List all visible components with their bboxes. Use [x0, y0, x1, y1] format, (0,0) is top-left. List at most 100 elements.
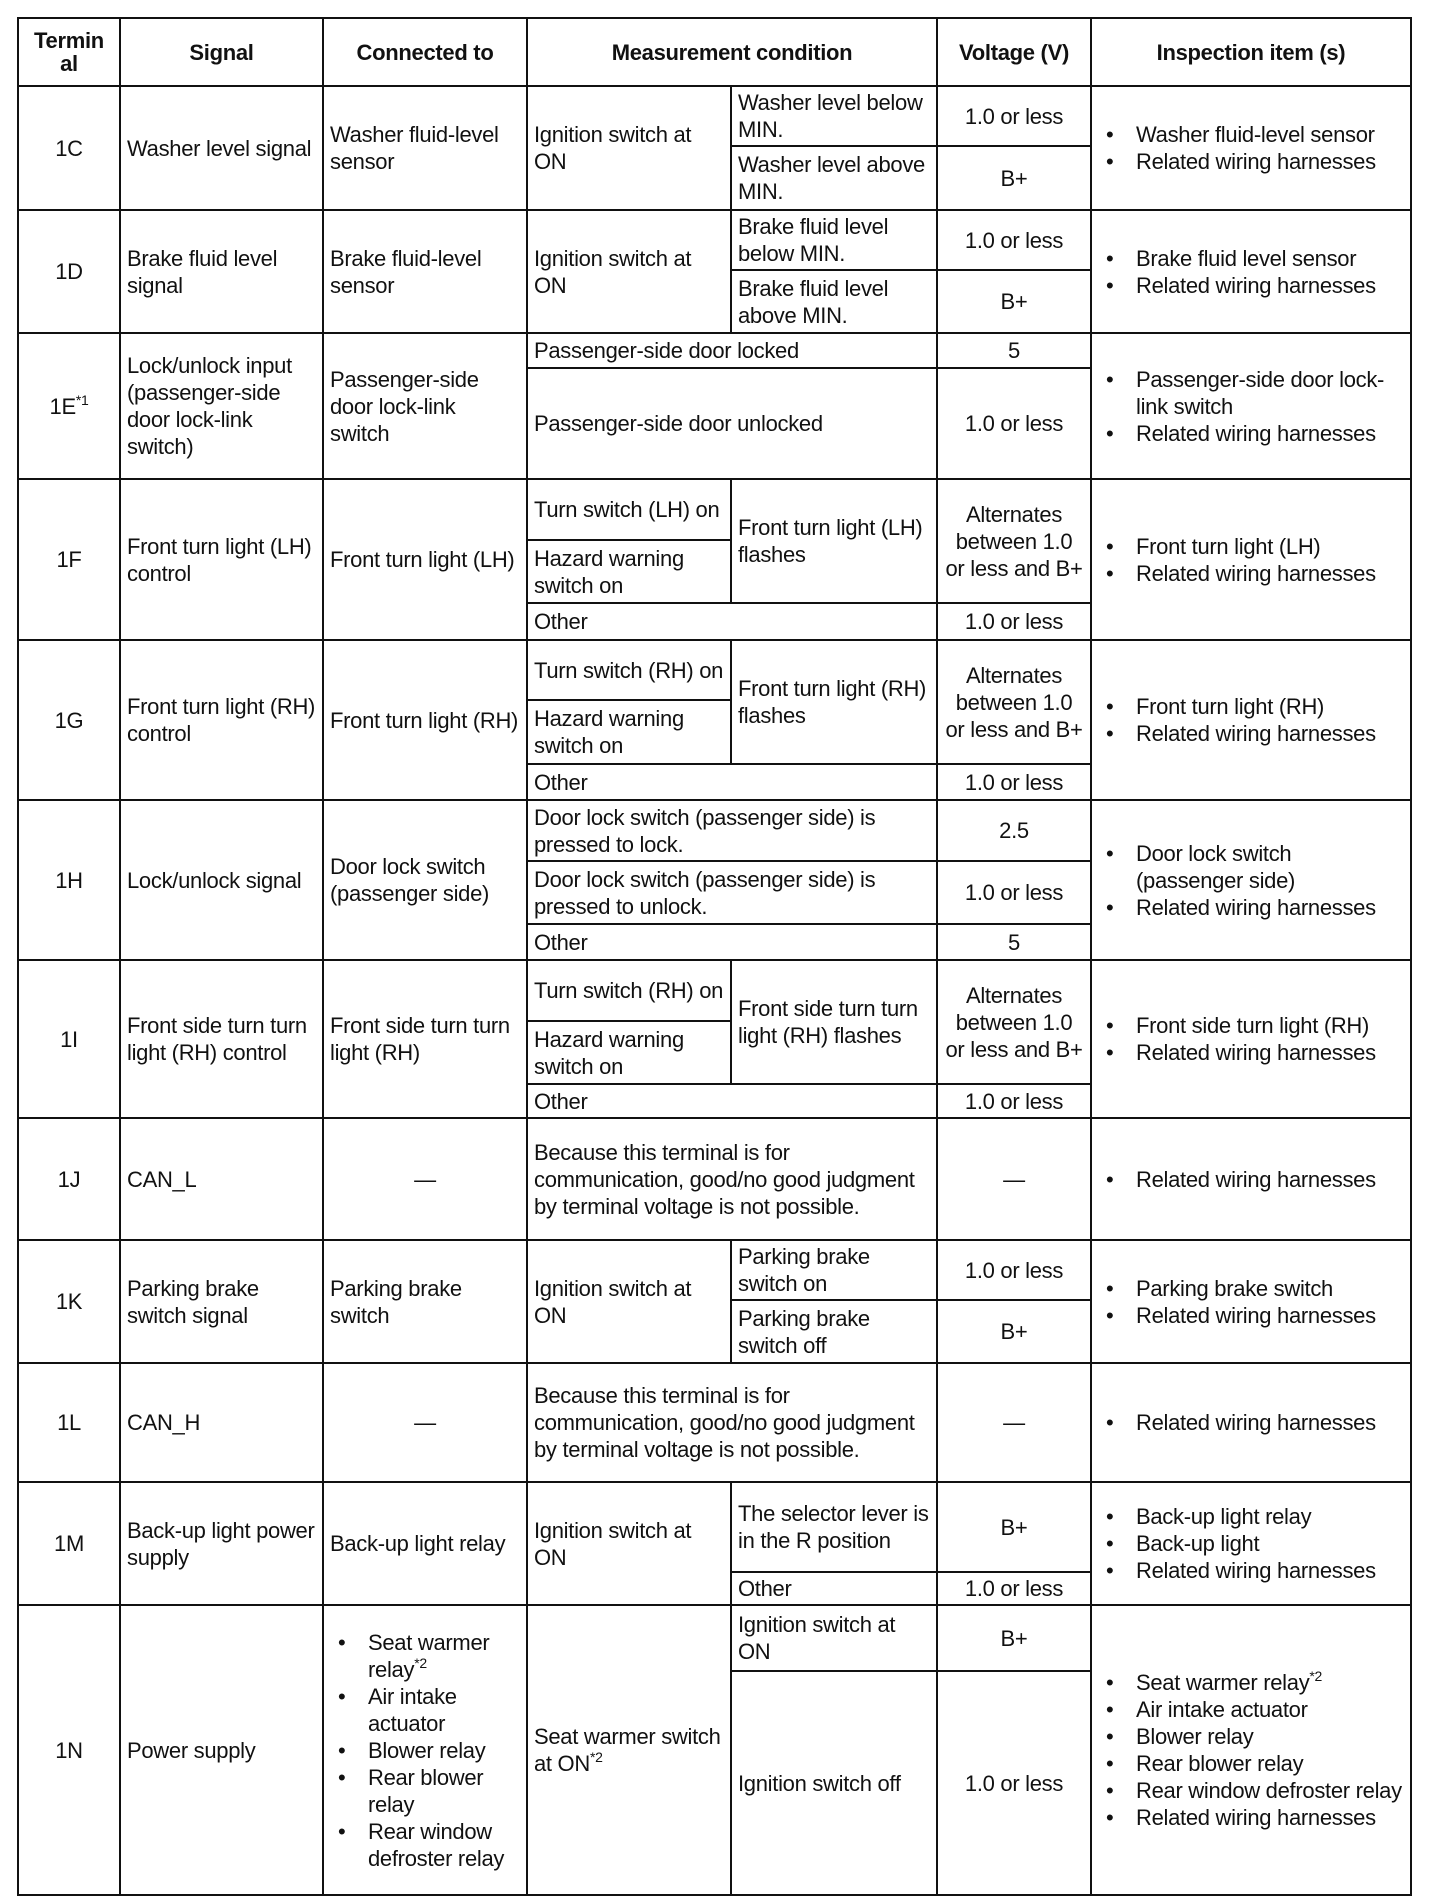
cell-text: CAN_H: [127, 1410, 201, 1435]
table-cell: 1M: [17, 1481, 121, 1606]
table-cell: Passenger-side door locked: [526, 332, 938, 369]
table-cell: Alternates between 1.0 or less and B+: [936, 639, 1092, 765]
list-item-text: Washer fluid-level sensor: [1136, 122, 1375, 147]
table-row: Other 1.0 or less: [18, 763, 1411, 801]
cell-text: Brake fluid level below MIN.: [738, 214, 889, 266]
list-item-text: Related wiring harnesses: [1136, 272, 1376, 298]
table-cell: The selector lever is in the R position: [730, 1481, 938, 1573]
list-item: Related wiring harnesses: [1106, 1409, 1404, 1436]
cell-text: 1M: [54, 1531, 84, 1556]
cell-text: Front side turn turn light (RH) control: [127, 1013, 307, 1065]
cell-text: Front turn light (RH): [330, 707, 519, 733]
terminal-inspection-table: Termin al Signal Connected to Measuremen…: [17, 17, 1412, 1896]
cell-text: 1.0 or less: [964, 1257, 1064, 1283]
table-cell: 1K: [17, 1239, 121, 1364]
cell-text: Power supply: [127, 1737, 256, 1763]
list-item-text: Rear window defroster relay: [1136, 1778, 1402, 1803]
table-cell: Washer level above MIN.: [730, 145, 938, 211]
table-row: 1M Back-up light power supply Back-up ligh…: [17, 1481, 1412, 1606]
table-row: Ignition switch off 1.0 or less: [18, 1670, 1411, 1896]
table-cell: 1D: [17, 209, 121, 334]
table-cell: Because this terminal is for communicati…: [526, 1117, 938, 1241]
cell-text: Ignition switch at ON: [738, 1612, 896, 1664]
cell-text: Brake fluid-level sensor: [330, 245, 482, 298]
table-cell: Door lock switch (passenger side)Related…: [1090, 799, 1412, 961]
table-cell: Parking brake switch off: [730, 1299, 938, 1364]
table-cell: 1.0 or less: [936, 1571, 1092, 1606]
list-item: Front turn light (RH): [1106, 693, 1404, 720]
cell-text: Ignition switch at ON: [534, 1517, 692, 1570]
table-cell: Washer fluid-level sensorRelated wiring …: [1090, 85, 1412, 211]
cell-text: Washer level signal: [127, 135, 312, 161]
table-row: 1H Lock/unlock signal Door lock switch (pa…: [17, 799, 1412, 961]
list-item-text: Rear blower relay: [1136, 1751, 1304, 1776]
bullet-list: Back-up light relayBack-up lightRelated …: [1098, 1503, 1404, 1584]
cell-text: 1.0 or less: [964, 609, 1064, 634]
list-item-text: Related wiring harnesses: [1136, 721, 1376, 746]
cell-text: 1H: [55, 867, 83, 893]
list-item: Air intake actuator: [1106, 1696, 1404, 1723]
table-cell: Lock/unlock signal: [119, 799, 324, 961]
table-row: 1C Washer level signal Washer fluid-level …: [17, 85, 1412, 211]
table-cell: Parking brake switch on: [730, 1239, 938, 1301]
table-cell: Other: [526, 923, 938, 961]
cell-text: Other: [534, 1088, 588, 1114]
table-cell: 1.0 or less: [936, 1670, 1092, 1896]
table-cell: Alternates between 1.0 or less and B+: [936, 478, 1092, 604]
cell-text: Alternates between 1.0 or less and B+: [945, 501, 1083, 581]
cell-text: Lock/unlock input (passenger-side door l…: [127, 353, 292, 459]
table-cell: Door lock switch (passenger side) is pre…: [526, 799, 938, 862]
table-cell: Washer level below MIN.: [730, 85, 938, 147]
list-item-text: Front side turn light (RH): [1136, 1013, 1370, 1038]
table-cell: Back-up light relayBack-up lightRelated …: [1090, 1481, 1412, 1606]
table-cell: Power supply: [119, 1604, 324, 1896]
list-item-text: Rear blower relay: [368, 1764, 484, 1817]
table-cell: CAN_L: [119, 1117, 324, 1241]
bullet-list: Door lock switch (passenger side)Related…: [1098, 840, 1404, 921]
list-item: Related wiring harnesses: [1106, 1804, 1404, 1831]
footnote-mark: *2: [1309, 1668, 1323, 1684]
cell-text: —: [1003, 1410, 1025, 1435]
table-row: 1I Front side turn turn light (RH) contro…: [17, 959, 1412, 1119]
list-item-text: Related wiring harnesses: [1136, 560, 1376, 586]
list-item: Air intake actuator: [338, 1683, 520, 1737]
list-item: Door lock switch (passenger side): [1106, 840, 1404, 894]
table-cell: Seat warmer relay*2Air intake actuatorBl…: [1090, 1604, 1412, 1896]
cell-text: Ignition switch at ON: [534, 1275, 692, 1328]
cell-text: 1I: [60, 1026, 78, 1052]
cell-text: 1.0 or less: [964, 411, 1064, 436]
list-item: Front side turn light (RH): [1106, 1012, 1404, 1039]
list-item: Related wiring harnesses: [1106, 1302, 1404, 1329]
list-item: Rear window defroster relay: [1106, 1777, 1404, 1804]
list-item: Blower relay: [338, 1737, 520, 1764]
cell-text: Front turn light (RH) flashes: [738, 676, 927, 728]
table-row: 1G Front turn light (RH) control Front tur…: [17, 639, 1412, 801]
table-cell: 1.0 or less: [936, 1239, 1092, 1301]
cell-text: Hazard warning switch on: [534, 706, 684, 758]
bullet-list: Front side turn light (RH)Related wiring…: [1098, 1012, 1404, 1066]
cell-text: 1.0 or less: [964, 103, 1064, 129]
cell-text: Washer level above MIN.: [738, 152, 925, 204]
list-item-text: Related wiring harnesses: [1136, 1410, 1376, 1435]
table-row: Other 1.0 or less: [18, 602, 1411, 641]
table-cell: Passenger-side door lock-link switchRela…: [1090, 332, 1412, 480]
table-cell: Other: [526, 1083, 938, 1119]
table-cell: Ignition switch at ON: [526, 209, 732, 334]
table-cell: 1.0 or less: [936, 602, 1092, 641]
list-item: Related wiring harnesses: [1106, 894, 1404, 921]
table-row: 1E*1 Lock/unlock input (passenger-side do…: [17, 332, 1412, 480]
table-cell: Brake fluid level signal: [119, 209, 324, 334]
list-item-text: Related wiring harnesses: [1136, 1040, 1376, 1065]
cell-text: B+: [1000, 1319, 1028, 1344]
table-cell: 1.0 or less: [936, 763, 1092, 801]
list-item: Back-up light: [1106, 1530, 1404, 1557]
table-cell: Related wiring harnesses: [1090, 1362, 1412, 1483]
header-connected-to: Connected to: [322, 17, 528, 87]
cell-text: Front turn light (LH) flashes: [738, 515, 923, 567]
table-cell: Turn switch (LH) on: [526, 478, 732, 541]
table-cell: Passenger-side door unlocked: [526, 367, 938, 480]
table-cell: Door lock switch (passenger side) is pre…: [526, 860, 938, 925]
cell-text: Turn switch (RH) on: [534, 978, 724, 1003]
cell-text: Washer level below MIN.: [738, 90, 923, 142]
